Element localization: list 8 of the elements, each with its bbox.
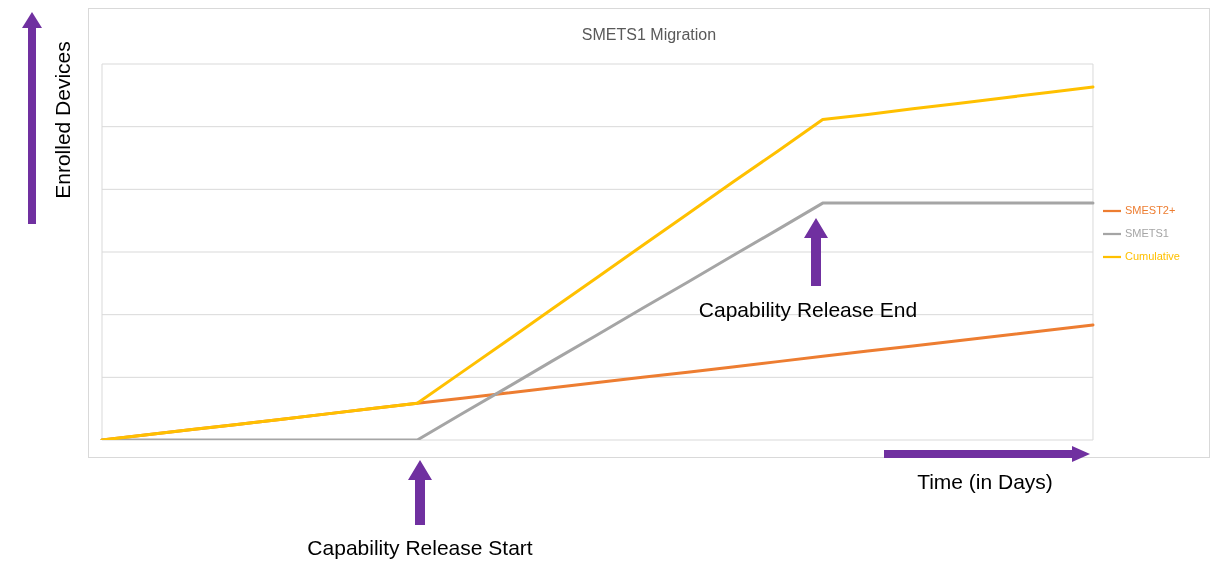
y-axis-title: Enrolled Devices [51, 40, 75, 201]
legend-label: SMEST2+ [1124, 203, 1176, 216]
legend-label: SMETS1 [1124, 226, 1169, 239]
annotation: Capability Release End [697, 298, 919, 322]
text: Capability Release Start [306, 536, 534, 560]
chart-title: SMETS1 Migration [580, 26, 718, 44]
x-axis-title: Time (in Days) [916, 470, 1054, 494]
legend-label: Cumulative [1124, 249, 1180, 262]
